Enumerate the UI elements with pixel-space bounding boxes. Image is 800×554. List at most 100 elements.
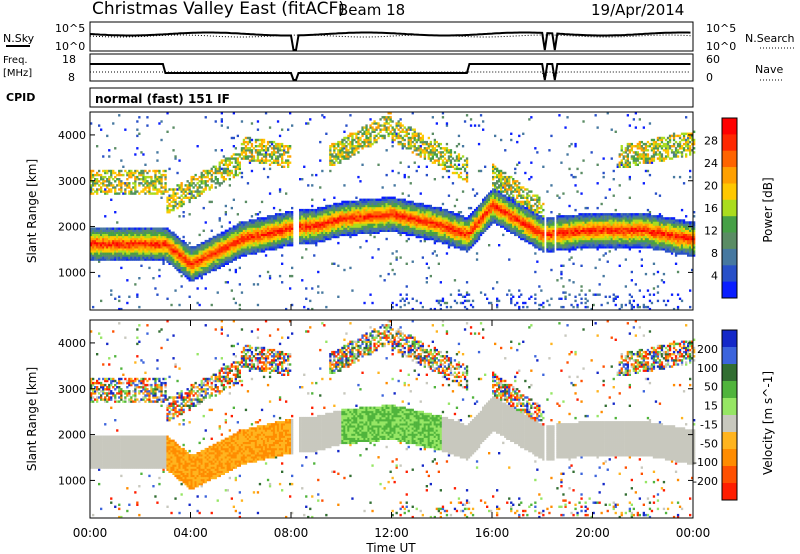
power-cell	[389, 200, 392, 204]
power-cell	[260, 219, 264, 222]
power-cell	[140, 237, 143, 241]
power-cell	[301, 239, 304, 243]
power-cell	[333, 196, 336, 199]
power-cell	[395, 225, 398, 228]
power-cell	[102, 246, 105, 249]
power-cell	[341, 142, 344, 146]
power-cell	[158, 274, 161, 278]
power-cell	[188, 262, 191, 265]
power-cell	[242, 235, 246, 239]
power-cell	[178, 244, 181, 247]
power-cell	[389, 204, 392, 208]
power-cell	[305, 287, 308, 290]
power-cell	[351, 227, 354, 230]
power-cell	[98, 231, 101, 234]
power-cell	[473, 194, 477, 197]
power-cell	[252, 250, 256, 253]
power-cell	[192, 190, 195, 193]
power-cell	[461, 190, 465, 193]
power-cell	[204, 287, 207, 290]
power-cell	[347, 225, 350, 228]
power-cell	[162, 262, 165, 265]
power-cell	[264, 233, 268, 237]
power-cell	[471, 237, 475, 241]
power-cell	[395, 124, 398, 127]
power-cell	[194, 190, 197, 193]
power-cell	[439, 157, 442, 160]
power-cell	[126, 279, 129, 282]
power-cell	[166, 256, 169, 259]
noise-search-line	[89, 34, 691, 38]
power-cell	[98, 237, 101, 241]
power-cell	[421, 136, 424, 140]
power-cell	[353, 223, 356, 226]
power-cell	[112, 246, 115, 249]
power-cell	[405, 213, 408, 216]
power-cell	[266, 225, 270, 228]
power-cell	[391, 221, 394, 224]
power-cell	[240, 229, 244, 232]
power-cell	[270, 235, 274, 239]
power-cell	[252, 241, 256, 245]
power-cell	[383, 126, 386, 129]
power-cell	[309, 211, 312, 214]
power-cell	[327, 221, 330, 224]
power-cell	[329, 157, 332, 160]
power-cell	[210, 200, 213, 204]
power-cell	[371, 142, 374, 146]
power-cell	[248, 235, 252, 239]
power-cell	[417, 153, 420, 156]
power-cell	[268, 126, 272, 129]
power-cell	[355, 217, 358, 220]
power-cell	[457, 293, 461, 296]
power-cell	[230, 206, 233, 210]
power-cell	[375, 204, 378, 208]
power-cell	[146, 180, 149, 183]
power-cell	[299, 241, 302, 245]
power-cell	[136, 231, 139, 234]
power-cell	[461, 233, 465, 237]
power-cell	[180, 256, 183, 259]
power-cell	[387, 122, 390, 125]
power-cell	[361, 206, 364, 210]
power-cell	[190, 256, 193, 259]
power-cell	[441, 297, 445, 300]
power-cell	[136, 147, 139, 150]
power-cell	[246, 231, 250, 234]
power-cell	[337, 223, 340, 226]
power-cell	[289, 145, 292, 148]
power-cell	[90, 192, 93, 195]
power-cell	[236, 231, 239, 234]
power-cell	[299, 208, 302, 212]
power-cell	[459, 244, 463, 247]
power-cell	[427, 142, 430, 146]
power-cell	[373, 134, 376, 138]
power-cell	[425, 277, 428, 280]
power-cell	[266, 215, 270, 218]
power-cell	[347, 213, 350, 216]
power-cell	[373, 225, 376, 228]
power-cell	[254, 237, 258, 241]
power-cell	[180, 244, 183, 247]
power-cell	[471, 217, 475, 220]
power-cell	[192, 270, 195, 274]
power-cell	[287, 223, 290, 226]
power-cell	[94, 258, 97, 261]
power-cell	[291, 237, 294, 241]
power-cell	[439, 208, 442, 212]
power-cell	[236, 134, 239, 138]
power-cell	[244, 200, 248, 204]
power-cell	[329, 169, 332, 173]
power-cell	[289, 215, 292, 218]
power-cell	[363, 301, 366, 305]
power-cell	[371, 208, 374, 212]
power-cell	[409, 206, 412, 210]
power-cell	[226, 258, 229, 261]
power-cell	[429, 225, 432, 228]
power-cell	[142, 229, 145, 232]
power-cell	[337, 213, 340, 216]
power-cell	[492, 178, 495, 181]
power-cell	[152, 169, 155, 173]
power-cell	[202, 241, 205, 245]
power-cell	[260, 157, 264, 160]
